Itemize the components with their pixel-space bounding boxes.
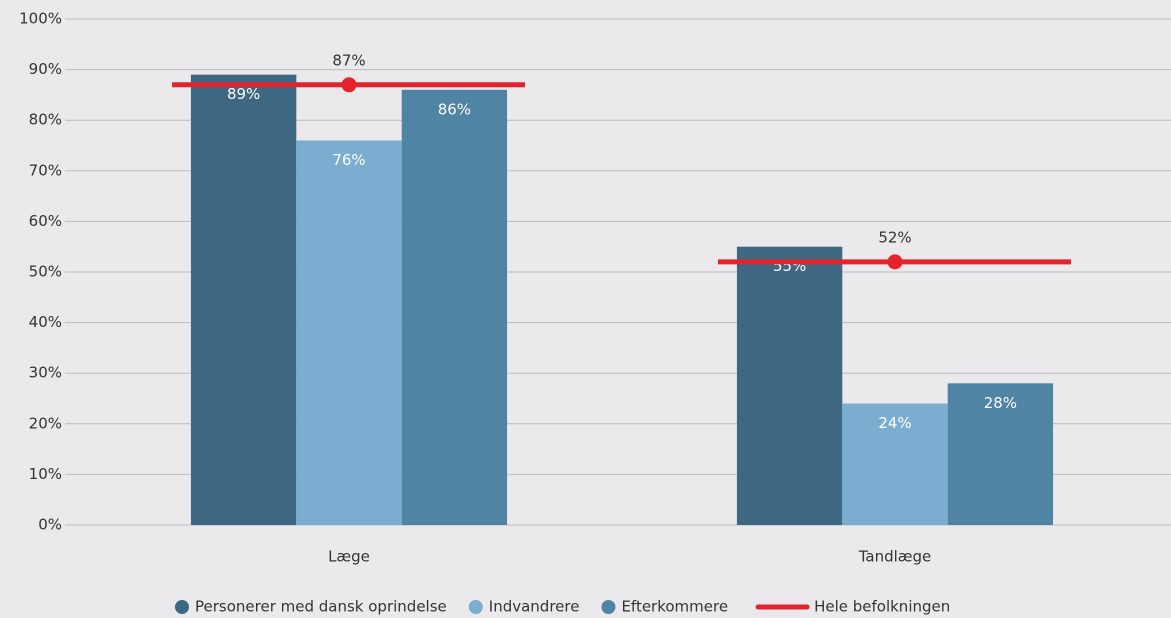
data-label: 52%	[878, 228, 911, 246]
legend-label: Efterkommere	[621, 598, 728, 616]
legend-label: Indvandrere	[489, 598, 580, 616]
data-label: 87%	[332, 51, 365, 69]
legend-swatch	[175, 600, 189, 614]
legend-label: Hele befolkningen	[814, 598, 950, 616]
legend-label: Personerer med dansk oprindelse	[195, 598, 447, 616]
data-label: 24%	[878, 414, 911, 432]
y-tick-label: 90%	[29, 60, 62, 78]
data-label: 28%	[984, 394, 1017, 412]
y-tick-label: 80%	[29, 111, 62, 129]
bar	[842, 403, 948, 525]
data-label: 76%	[332, 151, 365, 169]
data-label: 86%	[438, 100, 471, 118]
y-tick-label: 10%	[29, 465, 62, 483]
bar	[190, 74, 297, 525]
y-tick-label: 30%	[29, 364, 62, 382]
bar	[736, 246, 843, 525]
y-tick-label: 100%	[19, 10, 62, 28]
y-tick-label: 60%	[29, 212, 62, 230]
y-tick-label: 20%	[29, 414, 62, 432]
reference-marker	[341, 77, 357, 93]
bar	[296, 140, 402, 525]
y-tick-label: 0%	[38, 516, 62, 534]
bar	[401, 89, 508, 525]
x-tick-label: Læge	[328, 548, 370, 566]
legend-swatch	[601, 600, 616, 614]
bar	[947, 383, 1054, 525]
legend-swatch	[468, 600, 483, 614]
reference-marker	[887, 254, 903, 270]
x-tick-label: Tandlæge	[858, 548, 932, 566]
data-label: 89%	[227, 85, 260, 103]
y-tick-label: 70%	[29, 161, 62, 179]
y-tick-label: 50%	[29, 263, 62, 281]
y-tick-label: 40%	[29, 313, 62, 331]
